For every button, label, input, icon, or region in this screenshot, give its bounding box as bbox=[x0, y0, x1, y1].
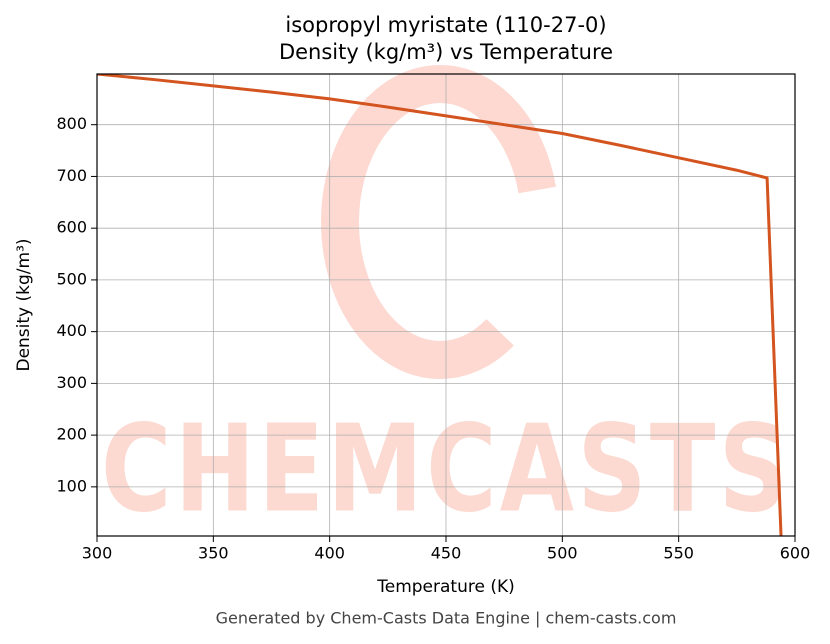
x-tick-label: 300 bbox=[82, 544, 113, 563]
watermark: CHEMCASTS bbox=[101, 401, 791, 540]
y-tick-label: 300 bbox=[56, 373, 87, 392]
chart-subtitle: Density (kg/m³) vs Temperature bbox=[279, 40, 613, 64]
x-tick-label: 350 bbox=[198, 544, 229, 563]
data-line bbox=[97, 74, 783, 536]
y-tick-label: 500 bbox=[56, 269, 87, 288]
x-tick-label: 450 bbox=[431, 544, 462, 563]
y-tick-label: 600 bbox=[56, 218, 87, 237]
y-tick-label: 100 bbox=[56, 476, 87, 495]
x-tick-label: 600 bbox=[780, 544, 811, 563]
footer: Generated by Chem-Casts Data Engine | ch… bbox=[216, 609, 677, 628]
x-tick-label: 500 bbox=[547, 544, 578, 563]
x-tick-label: 400 bbox=[314, 544, 345, 563]
chart-title: isopropyl myristate (110-27-0) bbox=[285, 13, 606, 37]
x-axis-label: Temperature (K) bbox=[376, 577, 515, 597]
watermark-logo bbox=[321, 65, 559, 379]
y-tick-label: 400 bbox=[56, 321, 87, 340]
y-axis-label: Density (kg/m³) bbox=[14, 238, 34, 371]
x-tick-label: 550 bbox=[663, 544, 694, 563]
y-tick-label: 700 bbox=[56, 166, 87, 185]
y-tick-label: 200 bbox=[56, 425, 87, 444]
plot-frame bbox=[96, 73, 796, 537]
y-tick-label: 800 bbox=[56, 114, 87, 133]
